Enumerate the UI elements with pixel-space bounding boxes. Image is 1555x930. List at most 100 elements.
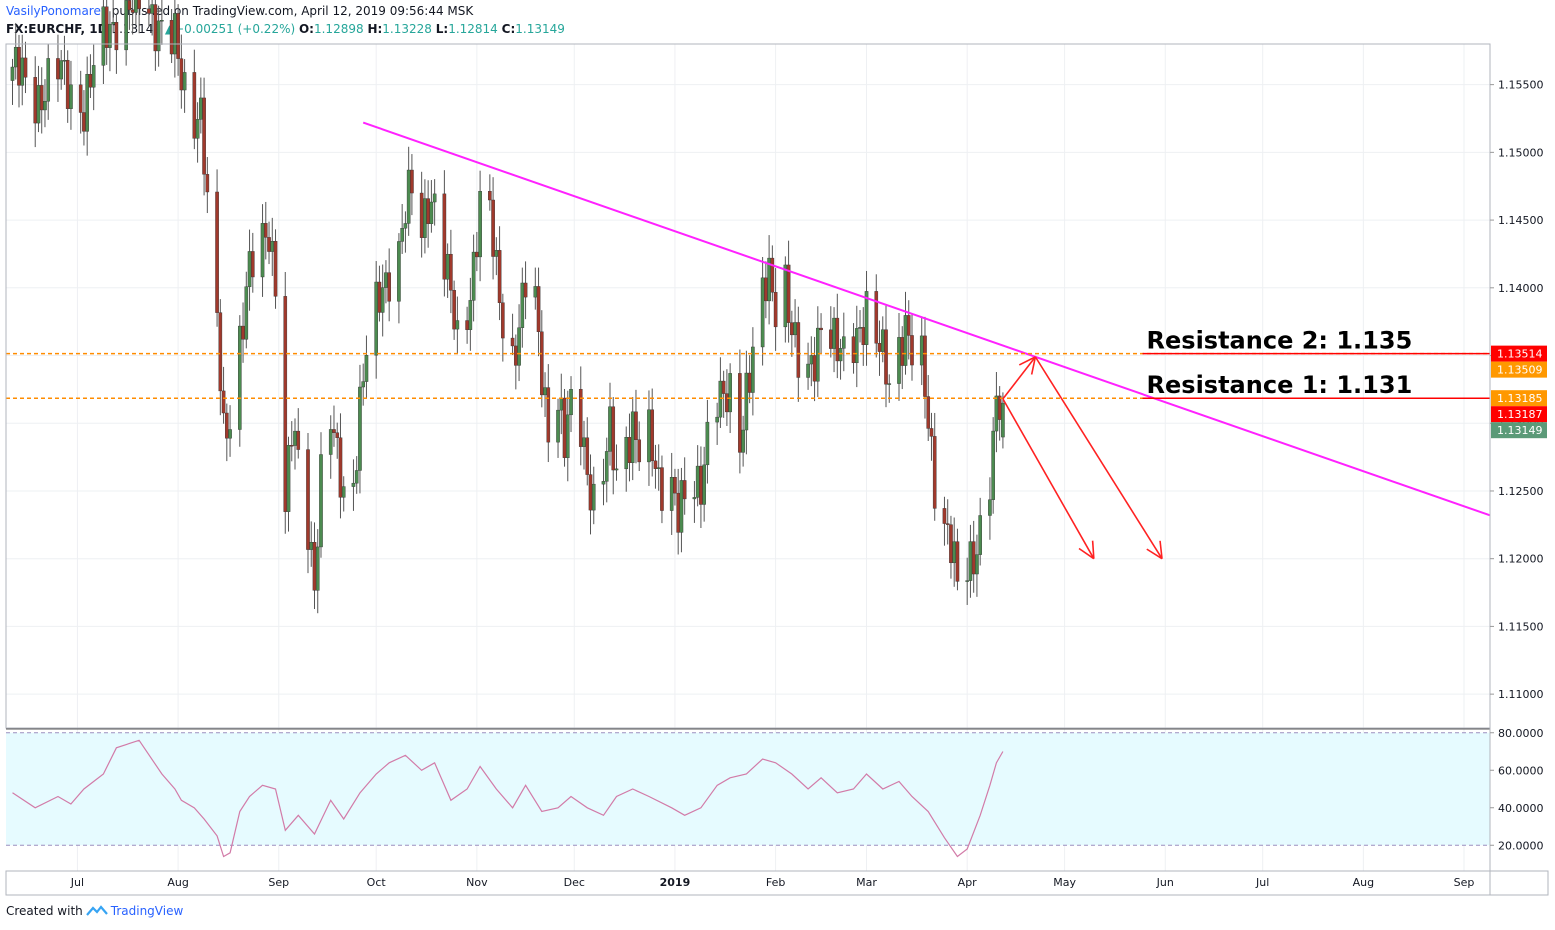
candle-body [195,119,200,139]
candle-body [971,541,976,575]
candle-body [887,383,892,385]
candle-body [653,460,658,469]
candle-body [215,191,219,313]
candle-body [247,251,252,287]
candle-body [176,13,180,59]
price-tick-label: 1.15000 [1498,146,1544,159]
candle-body [150,4,154,14]
rsi-pane[interactable] [6,732,1490,858]
arrow-head [1078,547,1095,560]
time-tick-label: Sep [268,876,289,889]
candle-body [533,286,538,298]
candle-body [111,22,115,25]
candle-body [660,467,664,511]
candle-body [880,329,885,352]
candle-body [192,72,197,139]
drawings-layer[interactable]: Resistance 2: 1.135 Resistance 1: 1.131 [6,121,1491,560]
candle-body [978,515,982,555]
candle-body [656,467,661,469]
candle-body [364,354,369,382]
candle-body [403,223,408,229]
candle-body [630,411,635,463]
candle-body [160,20,164,22]
candle-body [406,169,411,224]
candle-body [877,343,882,352]
candle-body [932,436,937,509]
candle-body [874,291,879,344]
candle-body [679,480,684,533]
candle-body [861,327,866,345]
candle-body [705,421,710,466]
candle-body [124,0,128,51]
candle-body [682,480,687,500]
candle-body [475,251,479,258]
resistance-label: Resistance 2: 1.135 [1147,327,1413,355]
rsi-tick-label: 40.0000 [1498,802,1544,815]
projection-arrow [1034,356,1163,560]
candle-body [130,9,135,13]
candle-body [182,72,187,91]
candle-body [614,468,619,471]
candle-body [725,393,729,413]
high-label: H: [367,22,383,36]
candle-body [728,373,732,413]
candle-body [851,336,856,364]
candle-body [715,416,719,423]
candle-body [335,432,340,438]
candle-body [650,409,655,462]
candle-body [319,454,323,548]
price-tick-label: 1.14000 [1498,282,1544,295]
candle-body [926,396,931,429]
candle-body [764,277,768,302]
candle-body [423,198,427,238]
candle-body [900,337,905,366]
candle-body [517,327,521,366]
candle-body [718,380,723,418]
author-link[interactable]: VasilyPonomarev [6,4,108,18]
candle-body [478,191,482,258]
time-tick-label: Jul [1255,876,1269,889]
arrow-head [1159,540,1163,559]
candle-body [228,429,232,439]
candle-body [338,437,343,498]
candle-body [387,272,391,302]
candle-body [108,23,112,48]
candle-body [296,430,301,450]
candle-body [179,58,184,91]
candle-body [562,397,567,458]
candle-body [33,77,38,124]
time-tick-label: Sep [1454,876,1475,889]
candle-body [965,580,969,582]
price-tag-label: 1.13187 [1497,408,1543,421]
symbol-label[interactable]: FX:EURCHF, 1D [6,22,108,36]
candle-body [241,325,245,340]
candle-body [539,331,544,396]
candle-body [218,312,223,392]
candle-body [445,253,450,280]
price-tick-label: 1.12500 [1498,485,1544,498]
candle-body [919,335,924,366]
candle-body [838,348,843,362]
candle-body [906,315,911,336]
candle-body [968,541,973,581]
candle-body [806,363,810,378]
candle-body [608,406,612,452]
time-tick-label: Nov [466,876,488,889]
time-tick-label: Feb [766,876,785,889]
candle-body [702,464,706,505]
ohlc-legend: FX:EURCHF, 1D 1.13149 ▲+0.00251 (+0.22%)… [6,21,565,38]
chart-header: VasilyPonomarev published on TradingView… [6,3,473,20]
price-tick-label: 1.11000 [1498,688,1544,701]
candle-body [816,327,820,382]
trendline [362,121,1491,517]
candle-body [514,345,518,366]
tradingview-link[interactable]: TradingView [110,904,184,918]
candle-body [85,74,89,132]
candle-body [760,277,765,348]
price-tick-label: 1.14500 [1498,214,1544,227]
candle-body [205,174,210,193]
candle-body [309,542,314,550]
price-candles[interactable] [10,0,1005,614]
price-tag-label: 1.13509 [1497,364,1543,377]
